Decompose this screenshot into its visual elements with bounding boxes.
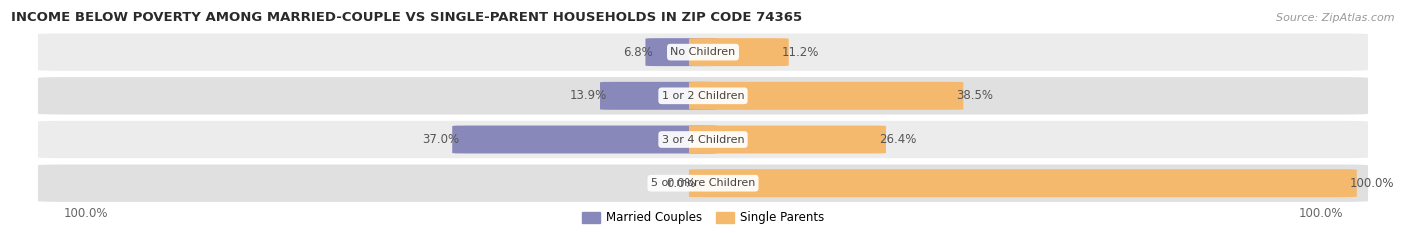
Text: 3 or 4 Children: 3 or 4 Children <box>662 134 744 144</box>
Text: 100.0%: 100.0% <box>1298 207 1343 220</box>
Text: 38.5%: 38.5% <box>956 89 993 102</box>
FancyBboxPatch shape <box>38 77 1368 115</box>
Text: 6.8%: 6.8% <box>623 46 652 59</box>
Text: 11.2%: 11.2% <box>782 46 820 59</box>
Text: 100.0%: 100.0% <box>1350 177 1395 190</box>
Text: No Children: No Children <box>671 47 735 57</box>
FancyBboxPatch shape <box>38 164 1368 202</box>
Text: 5 or more Children: 5 or more Children <box>651 178 755 188</box>
FancyBboxPatch shape <box>689 82 963 110</box>
FancyBboxPatch shape <box>645 38 717 66</box>
FancyBboxPatch shape <box>453 126 717 154</box>
Text: 13.9%: 13.9% <box>569 89 607 102</box>
Text: 1 or 2 Children: 1 or 2 Children <box>662 91 744 101</box>
FancyBboxPatch shape <box>689 126 886 154</box>
FancyBboxPatch shape <box>38 121 1368 158</box>
Text: 100.0%: 100.0% <box>63 207 108 220</box>
Text: 0.0%: 0.0% <box>666 177 696 190</box>
FancyBboxPatch shape <box>689 169 1357 197</box>
Text: 26.4%: 26.4% <box>879 133 917 146</box>
Text: INCOME BELOW POVERTY AMONG MARRIED-COUPLE VS SINGLE-PARENT HOUSEHOLDS IN ZIP COD: INCOME BELOW POVERTY AMONG MARRIED-COUPL… <box>11 11 803 24</box>
FancyBboxPatch shape <box>600 82 717 110</box>
FancyBboxPatch shape <box>38 33 1368 71</box>
Legend: Married Couples, Single Parents: Married Couples, Single Parents <box>578 207 828 229</box>
FancyBboxPatch shape <box>689 38 789 66</box>
Text: Source: ZipAtlas.com: Source: ZipAtlas.com <box>1277 13 1395 23</box>
Text: 37.0%: 37.0% <box>422 133 460 146</box>
